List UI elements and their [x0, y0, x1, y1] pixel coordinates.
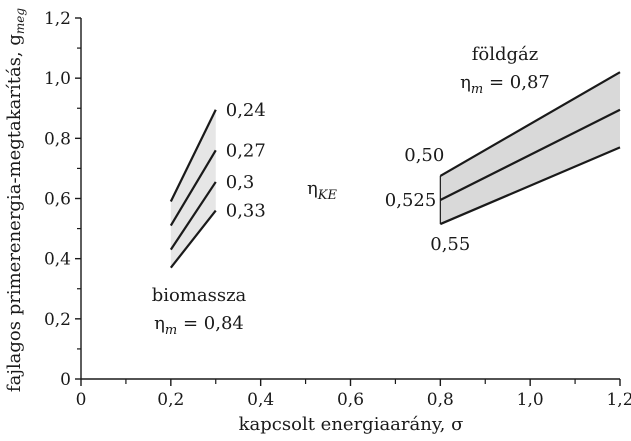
x-tick-label: 0,4	[247, 390, 274, 410]
eta-subscript: m	[165, 323, 177, 338]
y-tick-label: 1,0	[44, 69, 71, 89]
series-lines	[169, 71, 621, 269]
series-line	[169, 181, 217, 251]
eta-subscript: KE	[317, 188, 338, 203]
series-label: 0,27	[226, 140, 266, 161]
band-fill	[440, 72, 620, 225]
series-line	[439, 71, 621, 177]
y-tick-label: 0	[60, 370, 71, 390]
series-label: 0,3	[226, 172, 255, 193]
eta-symbol: η	[307, 178, 318, 199]
series-line	[439, 108, 621, 201]
y-tick-label: 0,8	[44, 129, 71, 149]
x-tick-label: 1,2	[606, 390, 631, 410]
x-tick-label: 0	[76, 390, 87, 410]
y-axis-title-main: fajlagos primerenergia-megtakarítás, g	[4, 34, 25, 392]
x-axis-title: kapcsolt energiaarány, σ	[239, 414, 464, 435]
series-label: 0,50	[404, 145, 444, 166]
x-tick-label: 0,6	[337, 390, 364, 410]
y-axis-title-sub: meg	[13, 8, 27, 34]
eta-value: = 0,87	[483, 72, 550, 93]
eta-subscript: m	[471, 82, 483, 97]
series-line	[439, 146, 621, 226]
x-tick-label: 0,2	[157, 390, 184, 410]
y-tick-label: 0,6	[44, 190, 71, 210]
series-line	[169, 209, 217, 269]
series-label: 0,24	[226, 100, 266, 121]
y-tick-label: 0,2	[44, 310, 71, 330]
series-label: 0,55	[430, 234, 470, 255]
group-eta-foldgaz: ηm = 0,87	[460, 72, 550, 97]
axis-ticks: 0 0,2 0,4 0,6 0,8 1,0 1,2 0 0,2 0,4 0,6 0,8 1,0 1,2	[44, 9, 631, 410]
eta-symbol: η	[154, 313, 165, 334]
series-labels: 0,24 0,27 0,3 0,33 0,50 0,525 0,55	[226, 100, 471, 255]
group-label-foldgaz: földgáz	[472, 44, 539, 65]
eta-value: = 0,84	[177, 313, 244, 334]
group-label-biomassza: biomassza	[152, 285, 247, 306]
series-line	[169, 149, 217, 227]
y-axis-title: fajlagos primerenergia-megtakarítás, gme…	[4, 8, 27, 392]
series-line	[169, 109, 217, 202]
eta-ke-label: ηKE	[307, 178, 338, 203]
series-label: 0,33	[226, 201, 266, 222]
group-eta-biomassza: ηm = 0,84	[154, 313, 244, 338]
eta-symbol: η	[460, 72, 471, 93]
x-tick-label: 0,8	[427, 390, 454, 410]
y-tick-label: 1,2	[44, 9, 71, 29]
y-tick-label: 0,4	[44, 250, 71, 270]
x-tick-label: 1,0	[517, 390, 544, 410]
series-label: 0,525	[385, 190, 437, 211]
